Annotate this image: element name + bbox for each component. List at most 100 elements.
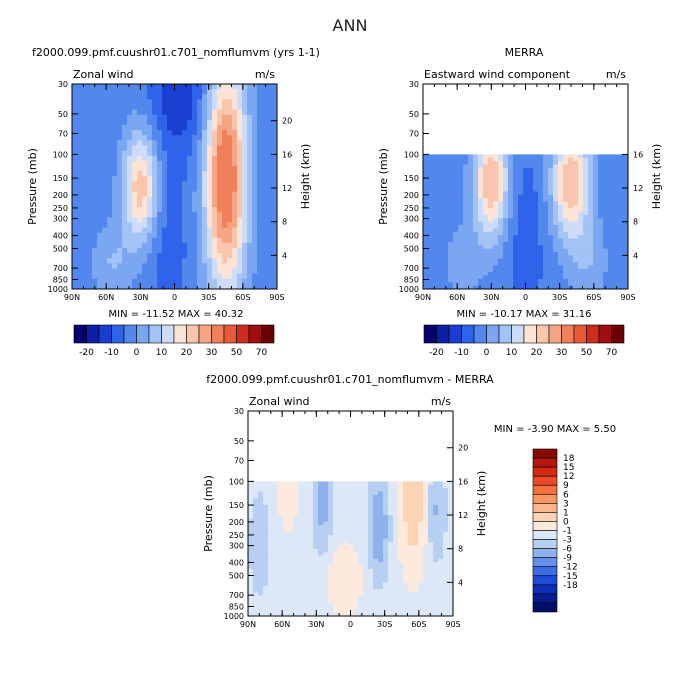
heatmap-cell <box>573 214 579 219</box>
heatmap-cell <box>373 578 379 583</box>
heatmap-cell <box>273 508 279 513</box>
heatmap-cell <box>573 177 579 182</box>
heatmap-cell <box>388 511 394 516</box>
heatmap-cell <box>258 552 264 557</box>
heatmap-cell <box>222 166 228 172</box>
heatmap-cell <box>313 592 319 597</box>
heatmap-cell <box>197 212 203 218</box>
heatmap-cell <box>333 488 339 493</box>
heatmap-cell <box>273 515 279 520</box>
heatmap-cell <box>162 176 168 182</box>
heatmap-cell <box>157 176 163 182</box>
heatmap-cell <box>137 181 143 188</box>
heatmap-cell <box>483 204 489 209</box>
heatmap-cell <box>267 273 273 280</box>
heatmap-cell <box>553 198 559 203</box>
heatmap-cell <box>197 232 203 239</box>
heatmap-cell <box>443 572 449 577</box>
heatmap-cell <box>483 275 489 280</box>
heatmap-cell <box>202 176 208 182</box>
heatmap-cell <box>257 283 263 289</box>
heatmap-cell <box>608 231 614 236</box>
heatmap-cell <box>478 258 484 263</box>
heatmap-cell <box>132 94 138 100</box>
heatmap-cell <box>202 242 208 249</box>
heatmap-cell <box>468 238 474 243</box>
heatmap-cell <box>448 157 454 162</box>
heatmap-cell <box>147 222 153 229</box>
heatmap-cell <box>623 258 628 263</box>
heatmap-cell <box>182 140 188 147</box>
heatmap-cell <box>127 248 133 254</box>
heatmap-cell <box>423 198 429 203</box>
heatmap-cell <box>318 511 324 516</box>
heatmap-cell <box>72 196 78 203</box>
heatmap-cell <box>318 578 324 583</box>
heatmap-cell <box>523 265 529 270</box>
heatmap-cell <box>433 585 439 590</box>
heatmap-cell <box>503 208 509 213</box>
heatmap-cell <box>202 222 208 229</box>
heatmap-cell <box>97 109 103 116</box>
heatmap-cell <box>237 171 243 177</box>
heatmap-cell <box>147 84 153 90</box>
heatmap-cell <box>563 235 569 240</box>
heatmap-cell <box>102 227 108 234</box>
heatmap-cell <box>272 186 277 193</box>
heatmap-cell <box>623 188 628 193</box>
heatmap-cell <box>613 245 619 250</box>
heatmap-cell <box>423 285 429 289</box>
y-tick-label: 70 <box>409 130 419 139</box>
colorbar-swatch <box>123 324 137 344</box>
heatmap-cell <box>438 194 444 199</box>
heatmap-cell <box>588 275 594 280</box>
heatmap-cell <box>147 242 153 249</box>
heatmap-cell <box>453 278 459 283</box>
heatmap-cell <box>298 494 304 499</box>
heatmap-cell <box>267 191 273 198</box>
heatmap-cell <box>623 225 628 230</box>
heatmap-cell <box>77 258 83 264</box>
heatmap-cell <box>157 242 163 249</box>
heatmap-cell <box>623 245 628 250</box>
heatmap-cell <box>348 521 354 526</box>
heatmap-cell <box>247 227 253 234</box>
heatmap-cell <box>388 541 394 546</box>
heatmap-cell <box>247 99 253 106</box>
heatmap-cell <box>112 273 118 280</box>
heatmap-cell <box>608 164 614 169</box>
heatmap-cell <box>558 251 564 256</box>
heatmap-cell <box>137 196 143 203</box>
heatmap-cell <box>383 518 389 523</box>
heatmap-cell <box>483 161 489 166</box>
heatmap-cell <box>588 194 594 199</box>
heatmap-cell <box>603 272 609 277</box>
heatmap-cell <box>202 130 208 136</box>
heatmap-cell <box>423 208 429 213</box>
heatmap-cell <box>568 238 574 243</box>
heatmap-cell <box>207 171 213 177</box>
heatmap-cell <box>578 248 584 253</box>
heatmap-cell <box>333 592 339 597</box>
heatmap-cell <box>217 140 223 147</box>
heatmap-cell <box>508 275 514 280</box>
heatmap-cell <box>583 258 589 263</box>
heatmap-cell <box>443 491 449 496</box>
heatmap-cell <box>157 130 163 136</box>
heatmap-cell <box>232 253 238 259</box>
heatmap-cell <box>237 155 243 162</box>
heatmap-cell <box>152 263 158 270</box>
heatmap-cell <box>117 263 123 270</box>
heatmap-cell <box>272 253 277 259</box>
heatmap-cell <box>613 191 619 196</box>
heatmap-cell <box>237 145 243 152</box>
heatmap-cell <box>368 565 374 570</box>
heatmap-cell <box>408 501 414 506</box>
heatmap-cell <box>182 181 188 188</box>
heatmap-cell <box>583 211 589 216</box>
heatmap-cell <box>192 201 198 208</box>
heatmap-cell <box>598 225 604 230</box>
heatmap-cell <box>608 191 614 196</box>
heatmap-cell <box>443 592 449 597</box>
heatmap-cell <box>428 191 434 196</box>
